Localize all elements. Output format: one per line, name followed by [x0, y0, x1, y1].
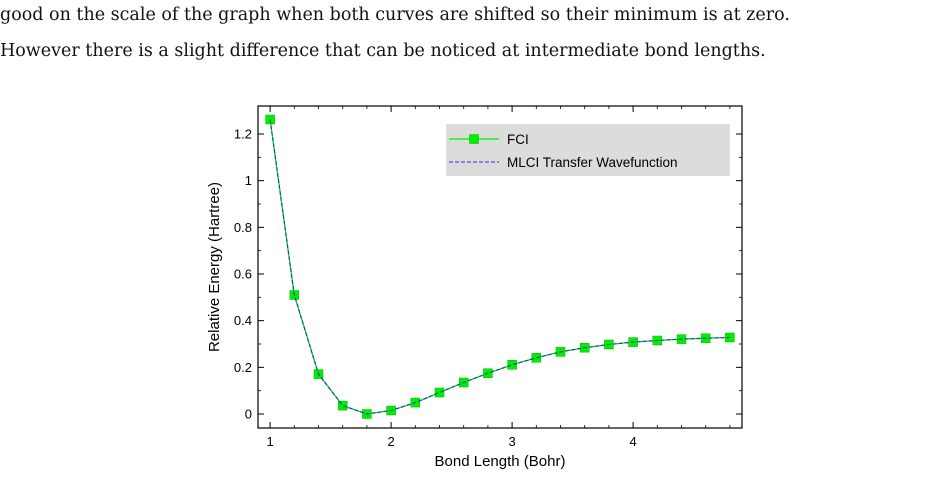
x-axis-label: Bond Length (Bohr) [435, 453, 566, 470]
axis-ticks-layer: 1 2 3 4 0 0.2 0.4 0.6 0.8 1 1.2 [234, 106, 742, 449]
x-tick-label: 1 [266, 434, 273, 449]
fci-point [507, 360, 517, 370]
y-tick-label: 0.2 [234, 360, 252, 375]
legend-fci-marker [469, 134, 479, 144]
paragraph-line-2: However there is a slight difference tha… [0, 41, 766, 61]
plot-frame [257, 105, 743, 429]
y-axis-label: Relative Energy (Hartree) [206, 182, 223, 352]
plot-series-layer [265, 114, 735, 419]
legend: FCI MLCI Transfer Wavefunction [446, 124, 730, 176]
y-tick-label: 0.6 [234, 267, 252, 282]
x-tick-label: 4 [629, 434, 636, 449]
y-tick-label: 1.2 [234, 127, 252, 142]
y-tick-label: 1 [245, 173, 252, 188]
legend-label-mlci: MLCI Transfer Wavefunction [507, 155, 678, 170]
x-tick-label: 3 [508, 434, 515, 449]
legend-box [446, 124, 730, 176]
paragraph-line-1: good on the scale of the graph when both… [0, 5, 790, 25]
series-line-2 [269, 119, 730, 415]
fci-point [337, 400, 348, 411]
y-tick-label: 0.8 [234, 220, 252, 235]
legend-label-fci: FCI [507, 132, 529, 147]
fci-point [434, 387, 445, 398]
y-tick-label: 0.4 [234, 313, 252, 328]
x-tick-label: 2 [387, 434, 394, 449]
y-tick-label: 0 [245, 407, 252, 422]
